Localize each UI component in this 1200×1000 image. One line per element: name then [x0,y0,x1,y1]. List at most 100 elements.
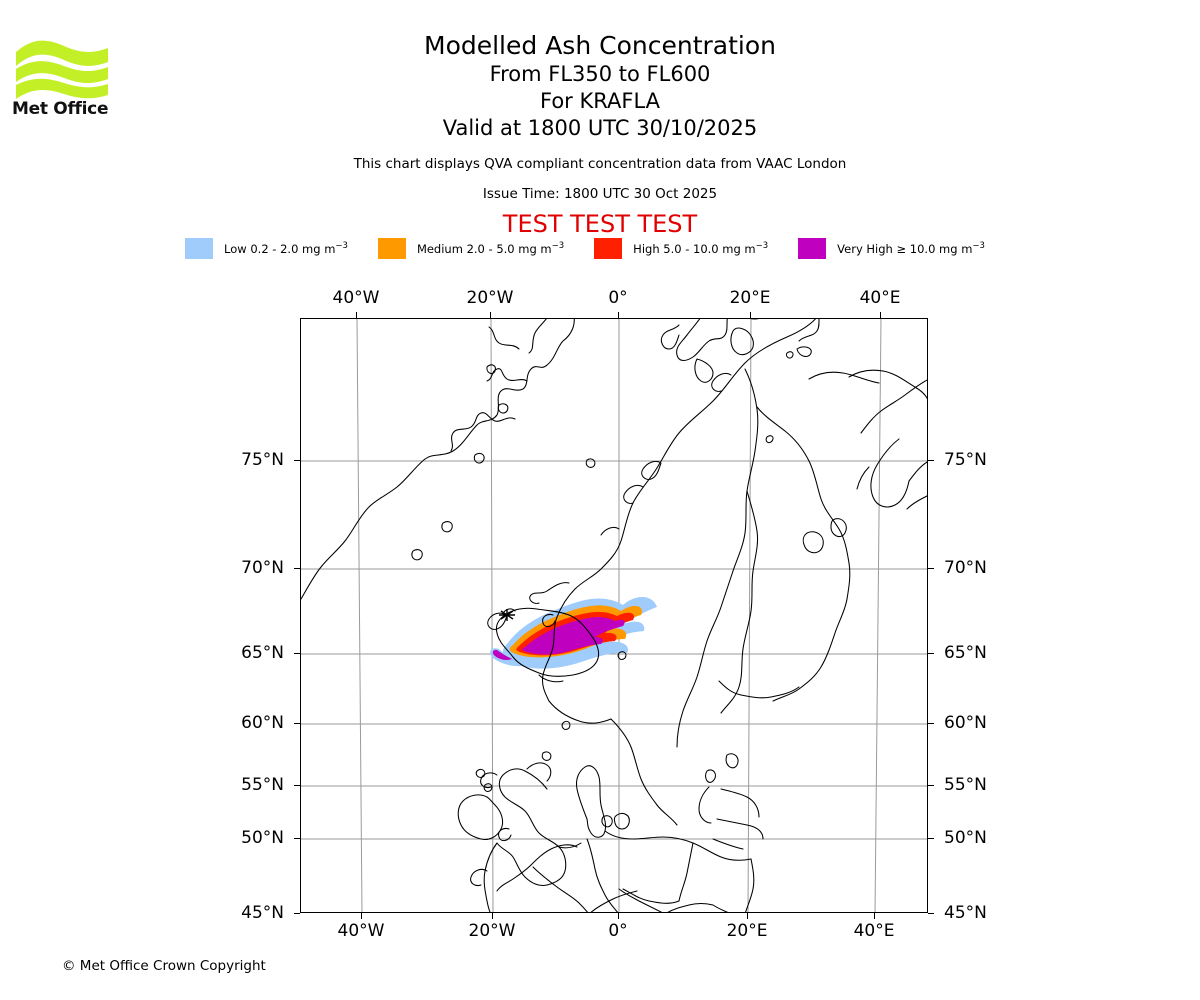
island-orkney [541,751,552,761]
lon-tick-top-3 [750,312,751,318]
issue-time: Issue Time: 1800 UTC 30 Oct 2025 [482,186,718,202]
test-banner: TEST TEST TEST [502,210,698,238]
lon-label-top-3: 20°E [729,288,771,308]
coast-baltic-south [604,830,752,861]
qva-note: This chart displays QVA compliant concen… [353,156,847,172]
lat-label-right-0: 75°N [944,450,987,470]
coast-netherlands [530,844,578,866]
lake-finland-2 [830,518,847,538]
island-svalbard-south [694,358,714,383]
lat-tick-right-1 [928,568,934,569]
legend-item-2: High 5.0 - 10.0 mg m−3 [594,238,798,259]
coast-norway-south-tip [548,700,612,724]
logo-waves-icon: Met Office [12,40,108,114]
coast-greenland [301,319,575,600]
lat-label-right-6: 45°N [944,903,987,923]
map-canvas [301,319,927,912]
concentration-legend: Low 0.2 - 2.0 mg m−3 Medium 2.0 - 5.0 mg … [0,238,1200,259]
lat-tick-right-6 [928,913,934,914]
lat-label-right-3: 60°N [944,713,987,733]
legend-swatch-2 [594,238,623,259]
title-block: Modelled Ash Concentration From FL350 to… [0,0,1200,238]
lon-label-bottom-3: 20°E [726,921,768,941]
lon-tick-bottom-1 [492,913,493,919]
island-greenland-islet-2 [497,403,509,414]
graticule [301,319,927,912]
lon-tick-bottom-3 [747,913,748,919]
coast-finland-gulf [718,680,800,699]
coast-norway-islets [711,372,732,392]
coast-wales [498,827,512,842]
island-svalbard-islet [796,346,812,358]
island-shetland [561,720,571,730]
lon-label-bottom-4: 40°E [853,921,895,941]
lat-tick-right-2 [928,653,934,654]
legend-item-3: Very High ≥ 10.0 mg m−3 [798,238,1015,259]
coast-iceland [495,607,600,677]
border-poland-east [745,858,755,912]
coast-norway-fjord-detail-1 [641,460,662,480]
coast-denmark-zealand [613,812,630,830]
island-bear [765,435,774,444]
lon-tick-bottom-4 [874,913,875,919]
coast-france-brittany [470,868,488,887]
legend-swatch-3 [798,238,827,259]
coast-scotland-north [526,762,552,782]
ash-plume [490,596,657,669]
lon-label-top-4: 40°E [859,288,901,308]
lat-label-right-1: 70°N [944,558,987,578]
coast-denmark-jutland [575,765,607,838]
coast-iceland-nw-fjords [487,612,508,630]
coast-norway-north-cape [798,319,820,342]
lat-tick-left-2 [294,653,300,654]
island-svalbard-spitsbergen [676,319,728,362]
coast-russia-inlet [906,495,927,510]
map-frame [300,318,928,913]
coast-france [483,842,498,912]
coast-sweden-oland [705,769,716,783]
lat-tick-right-5 [928,838,934,839]
volcano-source-marker [499,609,515,621]
coast-great-britain [496,768,567,887]
lat-tick-left-1 [294,568,300,569]
lat-tick-right-4 [928,785,934,786]
border-baltics-1 [720,788,760,818]
lat-label-left-6: 45°N [241,903,284,923]
border-swiss [618,888,663,912]
island-hebrides-2 [483,783,493,792]
coast-kandalaksha [856,466,870,490]
border-austria [667,902,714,912]
lat-label-left-3: 60°N [241,713,284,733]
coast-iceland-south [538,674,564,683]
title-flight-levels: From FL350 to FL600 [489,62,711,86]
legend-swatch-1 [377,238,406,259]
coast-norway-sognefjord [529,582,570,604]
island-greenland-islet-5 [411,549,423,561]
border-germany-poland [678,842,694,902]
lat-tick-right-0 [928,460,934,461]
island-svalbard-west [660,324,680,350]
lat-label-right-5: 50°N [944,828,987,848]
coast-greenland-inlet [488,326,520,350]
border-germany-west [586,838,619,912]
map-container [300,318,928,913]
ash-source-puff [492,649,512,660]
coast-white-sea-2 [908,461,927,482]
legend-label-0: Low 0.2 - 2.0 mg m−3 [224,241,348,256]
lon-label-bottom-2: 0° [608,921,628,941]
lake-finland [802,531,824,554]
met-office-logo: Met Office [12,22,122,114]
lat-tick-left-4 [294,785,300,786]
lat-tick-left-0 [294,460,300,461]
lon-label-top-0: 40°W [332,288,380,308]
border-hungary [712,904,729,912]
coast-england-se [558,842,582,849]
ash-band-very-high [522,617,625,655]
coast-finland [756,406,851,702]
coast-greenland-fjord-1 [450,412,516,452]
lon-label-top-1: 20°W [466,288,514,308]
legend-label-1: Medium 2.0 - 5.0 mg m−3 [416,241,565,256]
coast-norway-fjord-detail-3 [600,526,620,536]
coast-norway [541,319,817,702]
island-faroes [617,651,627,660]
